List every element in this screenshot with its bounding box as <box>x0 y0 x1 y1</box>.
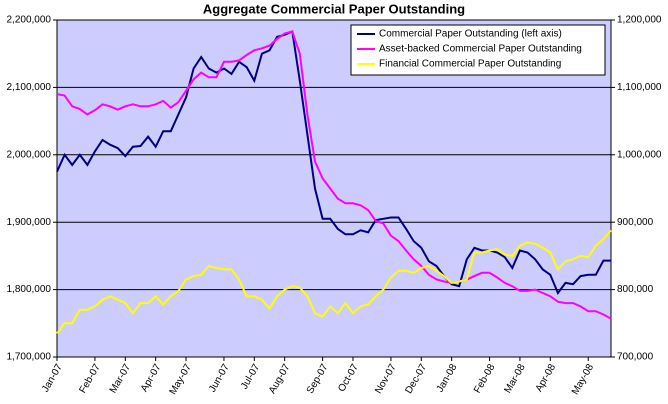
y-tick-label: 2,000,000 <box>7 149 52 160</box>
series-line <box>56 30 612 320</box>
x-tick-label: Feb-07 <box>77 362 103 395</box>
x-tick-label: Jan-07 <box>40 362 65 394</box>
y2-tick-label: 1,100,000 <box>617 82 662 93</box>
x-tick-label: May-08 <box>570 362 596 397</box>
x-tick-label: Aug-07 <box>267 362 293 396</box>
x-tick-label: Mar-08 <box>502 362 528 395</box>
y2-tick-label: 800,000 <box>617 284 654 295</box>
series-line <box>56 30 611 295</box>
y-tick-label: 2,100,000 <box>7 82 52 93</box>
y-tick-label: 2,200,000 <box>7 15 52 26</box>
legend-box <box>350 24 606 76</box>
y-tick-label: 1,900,000 <box>7 217 52 228</box>
x-tick-label: Oct-07 <box>336 362 361 394</box>
y-tick-label: 1,700,000 <box>7 352 52 363</box>
x-tick-label: Sep-07 <box>305 362 331 396</box>
chart-title: Aggregate Commercial Paper Outstanding <box>203 1 465 16</box>
x-tick-label: Apr-07 <box>139 362 164 394</box>
y-tick-label: 1,800,000 <box>7 284 52 295</box>
y2-tick-label: 1,200,000 <box>617 15 662 26</box>
legend-label: Financial Commercial Paper Outstanding <box>379 59 561 70</box>
x-tick-label: Feb-08 <box>472 362 498 395</box>
series-line <box>56 229 612 335</box>
y2-tick-label: 1,000,000 <box>617 149 662 160</box>
x-tick-label: Jun-07 <box>207 362 232 394</box>
x-tick-label: Nov-07 <box>373 362 399 396</box>
legend-label: Asset-backed Commercial Paper Outstandin… <box>379 44 582 55</box>
y2-tick-label: 900,000 <box>617 217 654 228</box>
x-tick-label: Jul-07 <box>239 362 262 391</box>
y2-tick-label: 700,000 <box>617 352 654 363</box>
x-tick-label: Dec-07 <box>404 362 430 396</box>
x-tick-label: Mar-07 <box>108 362 134 395</box>
x-tick-label: Jan-08 <box>435 362 460 394</box>
x-tick-label: May-07 <box>168 362 194 397</box>
x-tick-label: Apr-08 <box>534 362 559 394</box>
legend-label: Commercial Paper Outstanding (left axis) <box>379 29 562 40</box>
